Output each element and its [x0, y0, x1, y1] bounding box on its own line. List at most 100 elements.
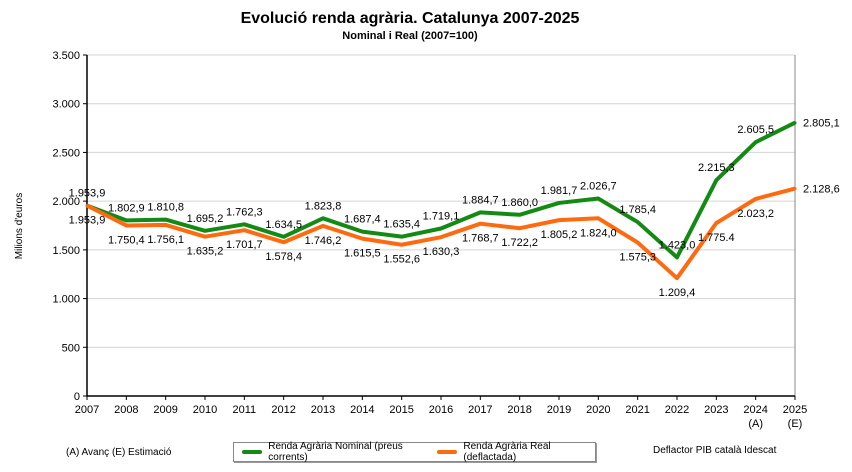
data-point: [478, 210, 482, 214]
data-label: 1.634,5: [265, 219, 302, 231]
data-label: 1.756,1: [147, 234, 184, 246]
data-label: 1.635,4: [383, 219, 420, 231]
legend-label-nominal: Renda Agrària Nominal (preus corrents): [268, 441, 403, 463]
x-tick-label: 2012: [271, 404, 295, 416]
footnote-legend: (A) Avanç (E) Estimació: [66, 447, 172, 458]
data-point: [636, 220, 640, 224]
data-label: 2.215,3: [698, 162, 735, 174]
x-tick-note: (E): [788, 418, 803, 430]
data-point: [242, 222, 246, 226]
data-point: [439, 227, 443, 231]
data-point: [360, 237, 364, 241]
data-label: 1.719,1: [423, 211, 460, 223]
data-label: 1.860,0: [501, 197, 538, 209]
data-label: 2.023,2: [737, 208, 774, 220]
data-label: 1.578,4: [265, 251, 302, 263]
data-label: 1.785,4: [619, 204, 656, 216]
legend-swatch-nominal: [242, 450, 263, 454]
y-tick-label: 2.000: [52, 196, 80, 208]
data-label: 1.805,2: [541, 229, 578, 241]
data-label: 1.695,2: [187, 213, 224, 225]
data-label: 1.746,2: [305, 235, 342, 247]
data-point: [124, 223, 128, 227]
data-label: 1.750,4: [108, 234, 145, 246]
x-tick-label: 2015: [389, 404, 413, 416]
data-point: [714, 178, 718, 182]
data-point: [793, 187, 797, 191]
x-tick-label: 2016: [429, 404, 453, 416]
data-label: 1.775.4: [698, 232, 735, 244]
data-label: 1.823,8: [305, 200, 342, 212]
x-tick-label: 2023: [704, 404, 728, 416]
data-label: 1.762,3: [226, 206, 263, 218]
data-point: [360, 230, 364, 234]
data-point: [164, 223, 168, 227]
data-label: 1.209,4: [659, 287, 696, 299]
data-point: [321, 216, 325, 220]
data-label: 1.981,7: [541, 185, 578, 197]
y-tick-label: 0: [74, 391, 80, 403]
x-tick-label: 2007: [75, 404, 99, 416]
data-label: 1.824,0: [580, 227, 617, 239]
data-label: 1.802,9: [108, 202, 145, 214]
data-point: [85, 204, 89, 208]
y-tick-label: 500: [62, 342, 80, 354]
x-tick-label: 2022: [665, 404, 689, 416]
data-label: 1.575,3: [619, 252, 656, 264]
data-label: 1.701,7: [226, 239, 263, 251]
x-tick-note: (A): [748, 418, 763, 430]
data-point: [478, 222, 482, 226]
data-point: [400, 235, 404, 239]
data-label: 1.615,5: [344, 248, 381, 260]
x-tick-label: 2011: [233, 404, 257, 416]
data-point: [400, 243, 404, 247]
chart-subtitle: Nominal i Real (2007=100): [342, 30, 478, 42]
data-point: [203, 229, 207, 233]
data-label: 1.953,9: [69, 188, 106, 200]
x-tick-label: 2009: [153, 404, 177, 416]
x-tick-label: 2021: [625, 404, 649, 416]
chart-legend: Renda Agrària Nominal (preus corrents) R…: [233, 441, 596, 463]
x-tick-label: 2020: [586, 404, 610, 416]
source-note: Deflactor PIB català Idescat: [653, 445, 777, 456]
chart-title: Evolució renda agrària. Catalunya 2007-2…: [240, 10, 580, 27]
y-tick-label: 3.000: [52, 99, 80, 111]
data-label: 2.128,6: [803, 184, 840, 196]
legend-label-real: Renda Agrària Real (deflactada): [463, 441, 551, 463]
y-tick-label: 2.500: [52, 147, 80, 159]
x-tick-label: 2019: [547, 404, 571, 416]
data-point: [164, 218, 168, 222]
data-label: 1.810,8: [147, 202, 184, 214]
data-label: 2.805,1: [803, 118, 840, 130]
data-point: [518, 213, 522, 217]
data-point: [714, 221, 718, 225]
data-point: [754, 197, 758, 201]
data-label: 1.884,7: [462, 194, 499, 206]
data-label: 1.768,7: [462, 233, 499, 245]
data-point: [124, 218, 128, 222]
x-tick-label: 2008: [114, 404, 138, 416]
y-tick-label: 3.500: [52, 50, 80, 62]
y-tick-label: 1.000: [52, 294, 80, 306]
x-tick-label: 2010: [193, 404, 217, 416]
data-point: [793, 121, 797, 125]
x-tick-label: 2013: [311, 404, 335, 416]
data-label: 1.552,6: [383, 254, 420, 266]
data-label: 1.953,9: [69, 215, 106, 227]
data-point: [636, 241, 640, 245]
data-point: [203, 235, 207, 239]
data-point: [439, 235, 443, 239]
x-tick-label: 2018: [507, 404, 531, 416]
data-point: [754, 140, 758, 144]
data-point: [596, 197, 600, 201]
x-tick-label: 2024: [743, 404, 767, 416]
data-point: [675, 255, 679, 259]
data-point: [596, 216, 600, 220]
legend-swatch-real: [437, 450, 458, 454]
data-label: 2.026,7: [580, 181, 617, 193]
data-label: 1.423,0: [659, 239, 696, 251]
data-label: 1.687,4: [344, 214, 381, 226]
data-point: [282, 240, 286, 244]
data-label: 1.722,2: [501, 237, 538, 249]
